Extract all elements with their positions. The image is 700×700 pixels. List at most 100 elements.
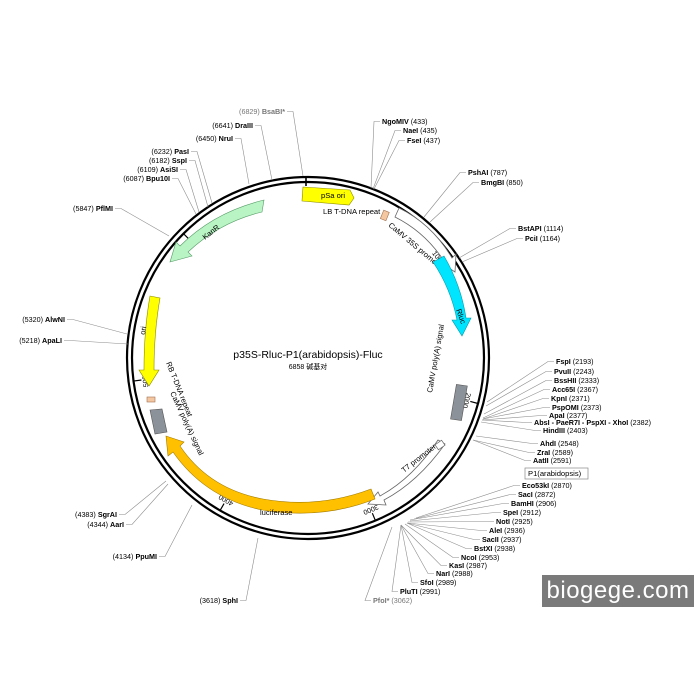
site-label-pshai[interactable]: PshAI (787)	[468, 168, 507, 177]
feature-psa-ori[interactable]	[301, 186, 355, 206]
site-name: BstAPI	[518, 224, 542, 233]
site-leader-line	[472, 439, 535, 453]
site-label-ngomiv[interactable]: NgoMIV (433)	[382, 117, 428, 126]
site-label-apali[interactable]: (5218) ApaLI	[19, 336, 62, 345]
site-label-nrui[interactable]: (6450) NruI	[196, 134, 233, 143]
site-label-bstxi[interactable]: BstXI (2938)	[474, 544, 515, 553]
site-name: NotI	[496, 517, 510, 526]
feature-label-luciferase: luciferase	[260, 508, 293, 517]
site-label-pvuii[interactable]: PvuII (2243)	[554, 367, 594, 376]
site-label-pasi[interactable]: (6232) PasI	[151, 147, 189, 156]
site-leader-line	[119, 480, 167, 515]
feature-camv35s[interactable]	[394, 207, 457, 273]
site-name: AleI	[489, 526, 502, 535]
site-label-naei[interactable]: NaeI (435)	[403, 126, 437, 135]
site-name: PasI	[174, 147, 189, 156]
site-leader-line	[191, 151, 213, 204]
feature-luciferase[interactable]	[165, 435, 376, 514]
site-leader-line	[235, 138, 250, 185]
site-name: PshAI	[468, 168, 488, 177]
site-name: Bpu10I	[146, 174, 170, 183]
site-pos: (1164)	[538, 234, 560, 243]
site-label-pluti[interactable]: PluTI (2991)	[400, 587, 440, 596]
site-label-zrai[interactable]: ZraI (2589)	[537, 448, 573, 457]
feature-camv-polya[interactable]	[450, 384, 468, 421]
site-pos: (2403)	[565, 426, 588, 435]
feature-camv-polya-2[interactable]	[149, 408, 168, 435]
site-name: AarI	[110, 520, 124, 529]
plasmid-title: p35S-Rluc-P1(arabidopsis)-Fluc	[233, 349, 382, 361]
site-label-kasi[interactable]: KasI (2987)	[449, 561, 487, 570]
site-label-alei[interactable]: AleI (2936)	[489, 526, 525, 535]
site-pos: (2548)	[556, 439, 579, 448]
site-label-apai[interactable]: ApaI (2377)	[549, 411, 587, 420]
site-label-draiii[interactable]: (6641) DraIII	[212, 121, 253, 130]
site-name: FspI	[556, 357, 571, 366]
site-leader-line	[372, 130, 401, 190]
site-name: BmgBI	[481, 178, 504, 187]
site-label-pflmi[interactable]: (5847) PflMI	[73, 204, 113, 213]
site-name: SspI	[172, 156, 187, 165]
feature-lb-tdna[interactable]	[379, 209, 390, 222]
site-leader-line	[287, 111, 304, 177]
site-label-sspi[interactable]: (6182) SspI	[149, 156, 187, 165]
site-name: FseI	[407, 136, 421, 145]
site-label-sacii[interactable]: SacII (2937)	[482, 535, 522, 544]
site-label-sgrai[interactable]: (4383) SgrAI	[75, 510, 117, 519]
site-name: PflMI	[96, 204, 113, 213]
site-label-bsshii[interactable]: BssHII (2333)	[554, 376, 599, 385]
site-pos: (6232)	[151, 147, 174, 156]
site-label-pspomi[interactable]: PspOMI (2373)	[552, 403, 602, 412]
site-leader-line	[400, 524, 418, 583]
feature-p1-marker[interactable]	[434, 439, 446, 451]
site-leader-line	[413, 494, 516, 520]
site-pos: (6109)	[137, 165, 160, 174]
site-label-absi-paer7i-pspxi-xhoi[interactable]: AbsI - PaeR7I - PspXI - XhoI (2382)	[534, 418, 651, 427]
site-label-sfoi[interactable]: SfoI (2989)	[420, 578, 456, 587]
site-label-saci[interactable]: SacI (2872)	[518, 490, 556, 499]
site-label-fsei[interactable]: FseI (437)	[407, 136, 440, 145]
site-pos: (2936)	[502, 526, 525, 535]
site-label-bstapi[interactable]: BstAPI (1114)	[518, 224, 563, 233]
site-label-pfoi[interactable]: PfoI* (3062)	[373, 596, 412, 605]
site-label-alwni[interactable]: (5320) AlwNI	[22, 315, 65, 324]
site-label-bpu10i[interactable]: (6087) Bpu10I	[123, 174, 170, 183]
site-name: HindIII	[543, 426, 565, 435]
tick-label: 2000	[461, 392, 472, 409]
site-pos: (6182)	[149, 156, 172, 165]
site-label-acc65i[interactable]: Acc65I (2367)	[552, 385, 598, 394]
site-label-hindiii[interactable]: HindIII (2403)	[543, 426, 588, 435]
site-label-bamhi[interactable]: BamHI (2906)	[511, 499, 557, 508]
site-label-sphi[interactable]: (3618) SphI	[200, 596, 238, 605]
site-label-spei[interactable]: SpeI (2912)	[503, 508, 541, 517]
site-label-noti[interactable]: NotI (2925)	[496, 517, 533, 526]
feature-rb-tdna[interactable]	[146, 396, 156, 403]
site-name: Eco53kI	[522, 481, 549, 490]
site-label-ppumi[interactable]: (4134) PpuMI	[113, 552, 157, 561]
site-label-aari[interactable]: (4344) AarI	[87, 520, 124, 529]
site-name: NruI	[219, 134, 233, 143]
site-pos: (2872)	[533, 490, 556, 499]
site-label-ahdi[interactable]: AhdI (2548)	[540, 439, 579, 448]
site-pos: (2991)	[418, 587, 441, 596]
site-label-kpni[interactable]: KpnI (2371)	[551, 394, 590, 403]
site-leader-line	[481, 415, 547, 421]
site-label-ncoi[interactable]: NcoI (2953)	[461, 553, 499, 562]
site-pos: (2333)	[576, 376, 599, 385]
site-label-pcii[interactable]: PciI (1164)	[525, 234, 560, 243]
site-label-bmgbi[interactable]: BmgBI (850)	[481, 178, 523, 187]
site-label-asisi[interactable]: (6109) AsiSI	[137, 165, 178, 174]
feature-label-camv-polya: CaMV poly(A) signal	[425, 323, 446, 393]
site-label-fspi[interactable]: FspI (2193)	[556, 357, 594, 366]
feature-kanr[interactable]	[169, 199, 265, 263]
site-name: BssHII	[554, 376, 576, 385]
site-pos: (437)	[421, 136, 440, 145]
site-label-nari[interactable]: NarI (2988)	[436, 569, 473, 578]
feature-rluc[interactable]	[432, 255, 472, 337]
site-label-eco53ki[interactable]: Eco53kI (2870)	[522, 481, 572, 490]
site-label-aatii[interactable]: AatII (2591)	[533, 456, 571, 465]
feature-ori[interactable]	[138, 295, 161, 387]
site-leader-line	[482, 389, 550, 419]
site-label-bsabi[interactable]: (6829) BsaBI*	[239, 107, 285, 116]
site-pos: (1114)	[542, 224, 564, 233]
